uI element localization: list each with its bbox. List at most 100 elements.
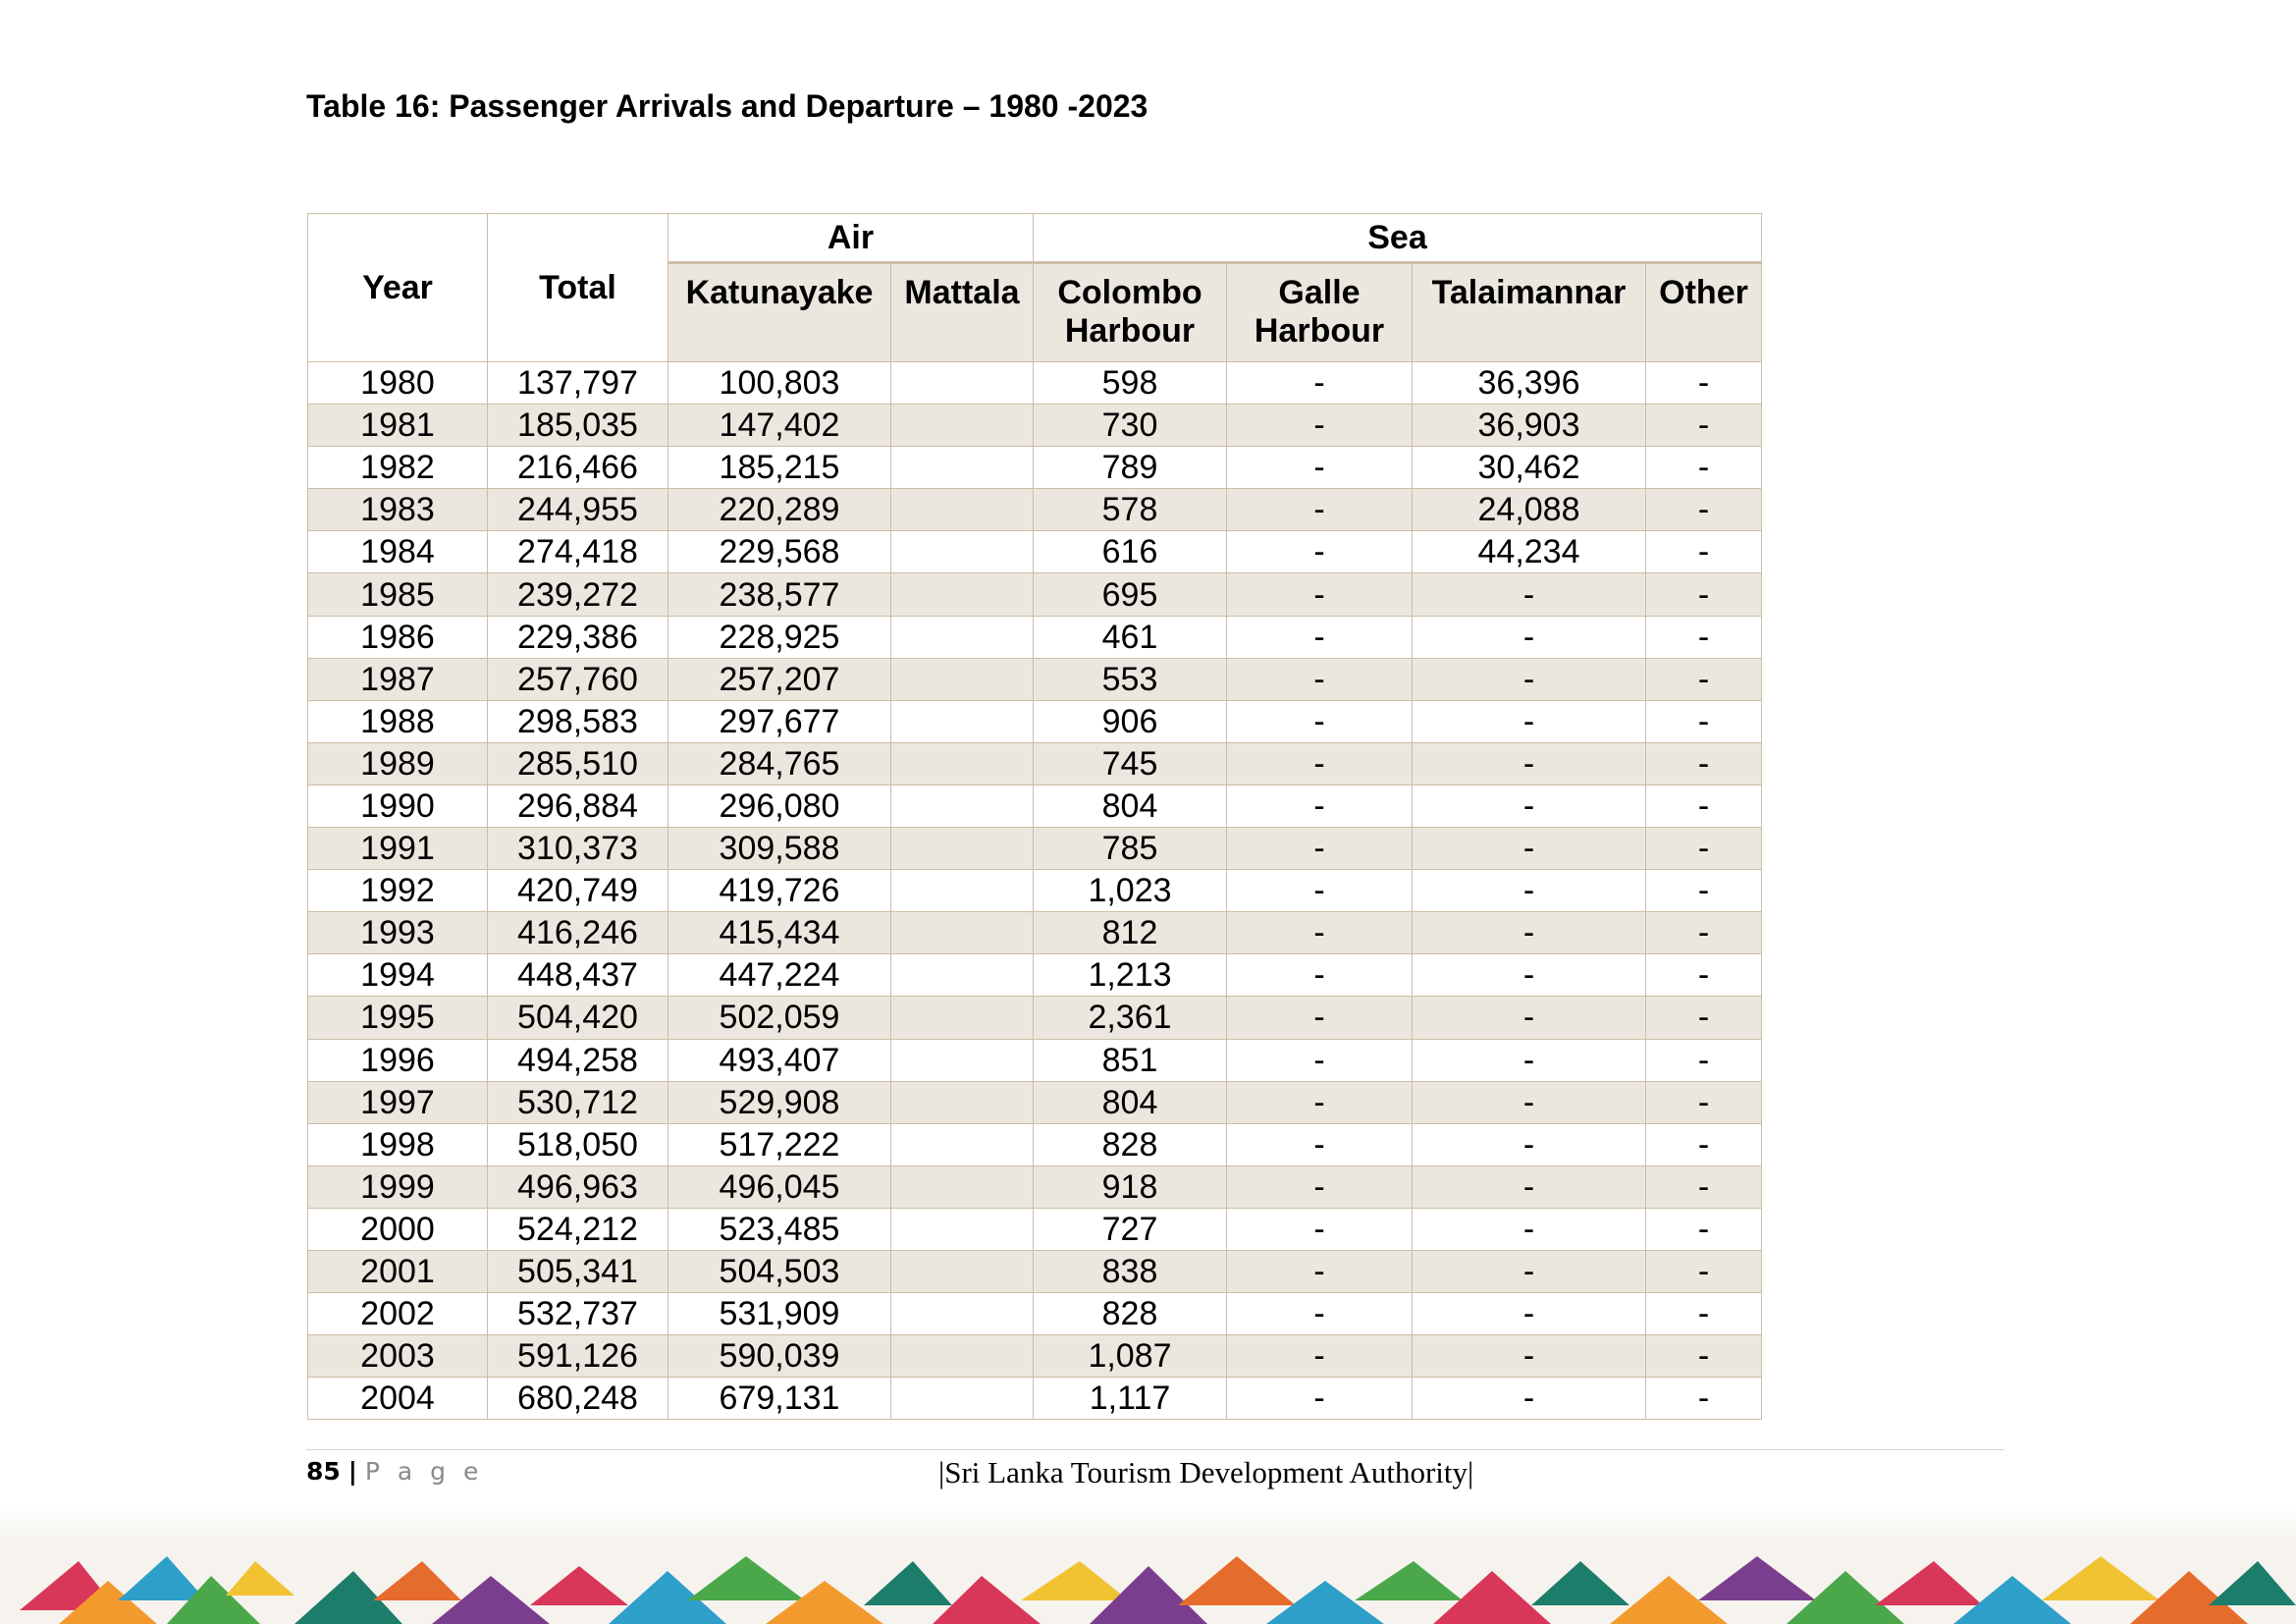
- cell-year: 2004: [307, 1377, 488, 1421]
- table-row: 1981 185,035 147,402 730-36,903-: [307, 404, 1762, 448]
- cell-year: 1999: [307, 1164, 488, 1209]
- table-row: 1995 504,420 502,059 2,361- - -: [307, 996, 1762, 1040]
- cell-year: 1983: [307, 488, 488, 532]
- cell-katunayake: 531,909: [667, 1292, 891, 1336]
- cell-total: 680,248: [487, 1377, 668, 1421]
- cell-total: 532,737: [487, 1292, 668, 1336]
- cell-galle-harbour: -: [1226, 827, 1413, 871]
- table-row: 1980 137,797 100,803 598-36,396-: [307, 360, 1762, 406]
- cell-mattala: [890, 1207, 1034, 1251]
- cell-other: -: [1645, 488, 1762, 532]
- cell-mattala: [890, 699, 1034, 743]
- cell-colombo-harbour: 1,117: [1033, 1377, 1227, 1421]
- cell-total: 505,341: [487, 1249, 668, 1294]
- cell-total: 285,510: [487, 741, 668, 785]
- cell-colombo-harbour: 828: [1033, 1122, 1227, 1166]
- cell-total: 296,884: [487, 784, 668, 829]
- cell-other: -: [1645, 1207, 1762, 1251]
- cell-other: -: [1645, 1080, 1762, 1124]
- cell-katunayake: 229,568: [667, 530, 891, 574]
- cell-other: -: [1645, 530, 1762, 574]
- cell-other: -: [1645, 1377, 1762, 1421]
- cell-talaimannar: -: [1412, 1292, 1646, 1336]
- cell-total: 448,437: [487, 953, 668, 998]
- cell-other: -: [1645, 1249, 1762, 1294]
- cell-year: 1993: [307, 911, 488, 955]
- cell-talaimannar: -: [1412, 1334, 1646, 1379]
- cell-colombo-harbour: 2,361: [1033, 996, 1227, 1040]
- header-colombo-line2: Harbour: [1064, 312, 1196, 350]
- cell-year: 2002: [307, 1292, 488, 1336]
- cell-katunayake: 590,039: [667, 1334, 891, 1379]
- cell-talaimannar: -: [1412, 996, 1646, 1040]
- cell-galle-harbour: -: [1226, 572, 1413, 617]
- cell-other: -: [1645, 1122, 1762, 1166]
- cell-year: 2000: [307, 1207, 488, 1251]
- cell-other: -: [1645, 1164, 1762, 1209]
- cell-galle-harbour: -: [1226, 488, 1413, 532]
- cell-year: 1988: [307, 699, 488, 743]
- table-row: 2001 505,341 504,503 838- - -: [307, 1249, 1762, 1294]
- cell-talaimannar: 36,903: [1412, 404, 1646, 448]
- cell-katunayake: 523,485: [667, 1207, 891, 1251]
- cell-katunayake: 238,577: [667, 572, 891, 617]
- cell-colombo-harbour: 695: [1033, 572, 1227, 617]
- cell-talaimannar: -: [1412, 827, 1646, 871]
- cell-colombo-harbour: 553: [1033, 657, 1227, 701]
- cell-galle-harbour: -: [1226, 657, 1413, 701]
- table-row: 1993 416,246 415,434 812- - -: [307, 911, 1762, 955]
- cell-colombo-harbour: 598: [1033, 360, 1227, 406]
- table-row: 1992 420,749 419,726 1,023- - -: [307, 869, 1762, 913]
- cell-katunayake: 185,215: [667, 446, 891, 490]
- cell-galle-harbour: -: [1226, 741, 1413, 785]
- cell-katunayake: 147,402: [667, 404, 891, 448]
- cell-mattala: [890, 446, 1034, 490]
- cell-mattala: [890, 996, 1034, 1040]
- cell-talaimannar: -: [1412, 953, 1646, 998]
- cell-galle-harbour: -: [1226, 404, 1413, 448]
- cell-katunayake: 517,222: [667, 1122, 891, 1166]
- cell-year: 1992: [307, 869, 488, 913]
- cell-talaimannar: 44,234: [1412, 530, 1646, 574]
- cell-talaimannar: -: [1412, 784, 1646, 829]
- cell-galle-harbour: -: [1226, 446, 1413, 490]
- header-sea: Sea: [1033, 213, 1762, 264]
- cell-galle-harbour: -: [1226, 530, 1413, 574]
- cell-other: -: [1645, 1038, 1762, 1082]
- table-row: 1989 285,510 284,765 745- - -: [307, 741, 1762, 785]
- table-row: 1991 310,373 309,588 785- - -: [307, 827, 1762, 871]
- cell-colombo-harbour: 1,213: [1033, 953, 1227, 998]
- cell-year: 1986: [307, 615, 488, 659]
- cell-colombo-harbour: 812: [1033, 911, 1227, 955]
- header-galle-harbour: Galle Harbour: [1226, 262, 1413, 362]
- cell-talaimannar: 24,088: [1412, 488, 1646, 532]
- cell-colombo-harbour: 745: [1033, 741, 1227, 785]
- cell-other: -: [1645, 869, 1762, 913]
- cell-talaimannar: 36,396: [1412, 360, 1646, 406]
- cell-other: -: [1645, 911, 1762, 955]
- table-row: 1994 448,437 447,224 1,213- - -: [307, 953, 1762, 998]
- cell-other: -: [1645, 360, 1762, 406]
- cell-talaimannar: -: [1412, 572, 1646, 617]
- cell-total: 524,212: [487, 1207, 668, 1251]
- cell-galle-harbour: -: [1226, 1334, 1413, 1379]
- table-row: 1997 530,712 529,908 804- - -: [307, 1080, 1762, 1124]
- table-row: 2002 532,737 531,909 828- - -: [307, 1292, 1762, 1336]
- cell-year: 1989: [307, 741, 488, 785]
- header-mattala: Mattala: [890, 262, 1034, 362]
- cell-year: 1980: [307, 360, 488, 406]
- cell-talaimannar: -: [1412, 911, 1646, 955]
- cell-katunayake: 415,434: [667, 911, 891, 955]
- passenger-table: Year Total Air Sea Katunayake Mattala Co…: [307, 213, 1762, 1421]
- header-air: Air: [667, 213, 1034, 264]
- cell-year: 1991: [307, 827, 488, 871]
- cell-total: 416,246: [487, 911, 668, 955]
- cell-katunayake: 257,207: [667, 657, 891, 701]
- cell-total: 530,712: [487, 1080, 668, 1124]
- cell-katunayake: 496,045: [667, 1164, 891, 1209]
- page-number-separator: |: [347, 1457, 357, 1486]
- cell-mattala: [890, 572, 1034, 617]
- cell-mattala: [890, 1122, 1034, 1166]
- cell-year: 1996: [307, 1038, 488, 1082]
- cell-mattala: [890, 741, 1034, 785]
